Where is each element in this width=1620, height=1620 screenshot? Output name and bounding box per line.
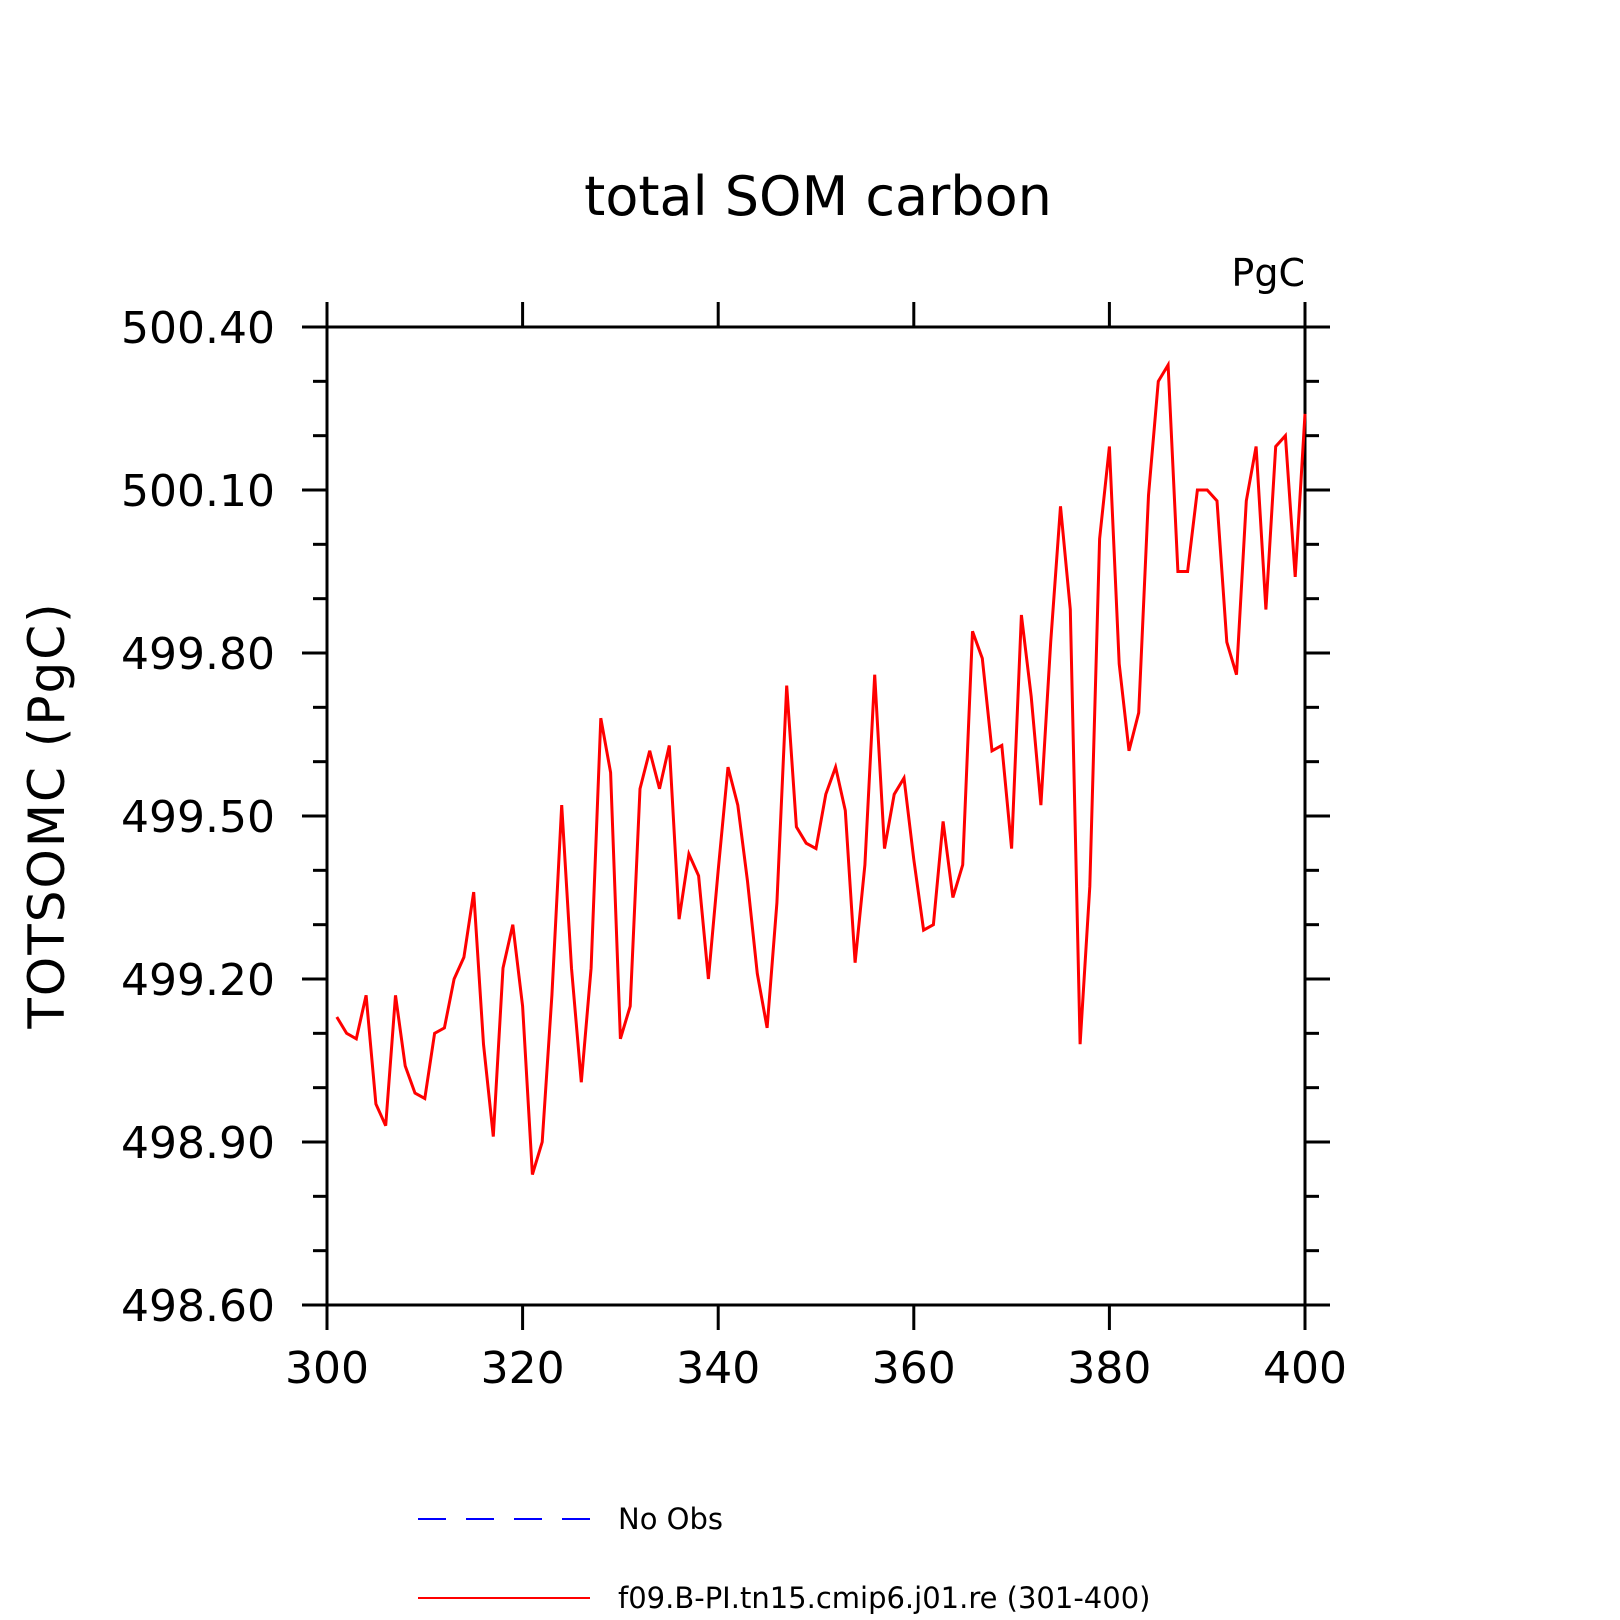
legend-label: f09.B-PI.tn15.cmip6.j01.re (301-400): [618, 1581, 1150, 1615]
x-tick-label: 360: [872, 1343, 956, 1394]
y-tick-label: 500.10: [121, 466, 275, 517]
y-tick-label: 498.60: [121, 1281, 275, 1332]
units-label: PgC: [1231, 251, 1305, 295]
tick-labels: 300 320 340 360 380 400 498.60 498.90 499.20 499.…: [121, 303, 1347, 1394]
chart-title: total SOM carbon: [584, 165, 1052, 228]
y-tick-label: 499.50: [121, 792, 275, 843]
y-tick-label: 498.90: [121, 1118, 275, 1169]
y-axis-label: TOTSOMC (PgC): [18, 601, 76, 1029]
x-tick-label: 400: [1263, 1343, 1347, 1394]
axis-ticks: [302, 302, 1330, 1330]
x-tick-label: 320: [481, 1343, 565, 1394]
x-tick-label: 380: [1067, 1343, 1151, 1394]
x-tick-label: 300: [285, 1343, 369, 1394]
y-tick-label: 499.20: [121, 955, 275, 1006]
series-line: [335, 359, 1307, 1176]
plot-frame: [325, 325, 1307, 1307]
series-layer: [335, 359, 1307, 1176]
y-tick-label: 500.40: [121, 303, 275, 354]
legend-label: No Obs: [618, 1502, 723, 1536]
legend: No Obs f09.B-PI.tn15.cmip6.j01.re (301-40…: [418, 1502, 1150, 1615]
x-tick-label: 340: [676, 1343, 760, 1394]
y-tick-label: 499.80: [121, 629, 275, 680]
